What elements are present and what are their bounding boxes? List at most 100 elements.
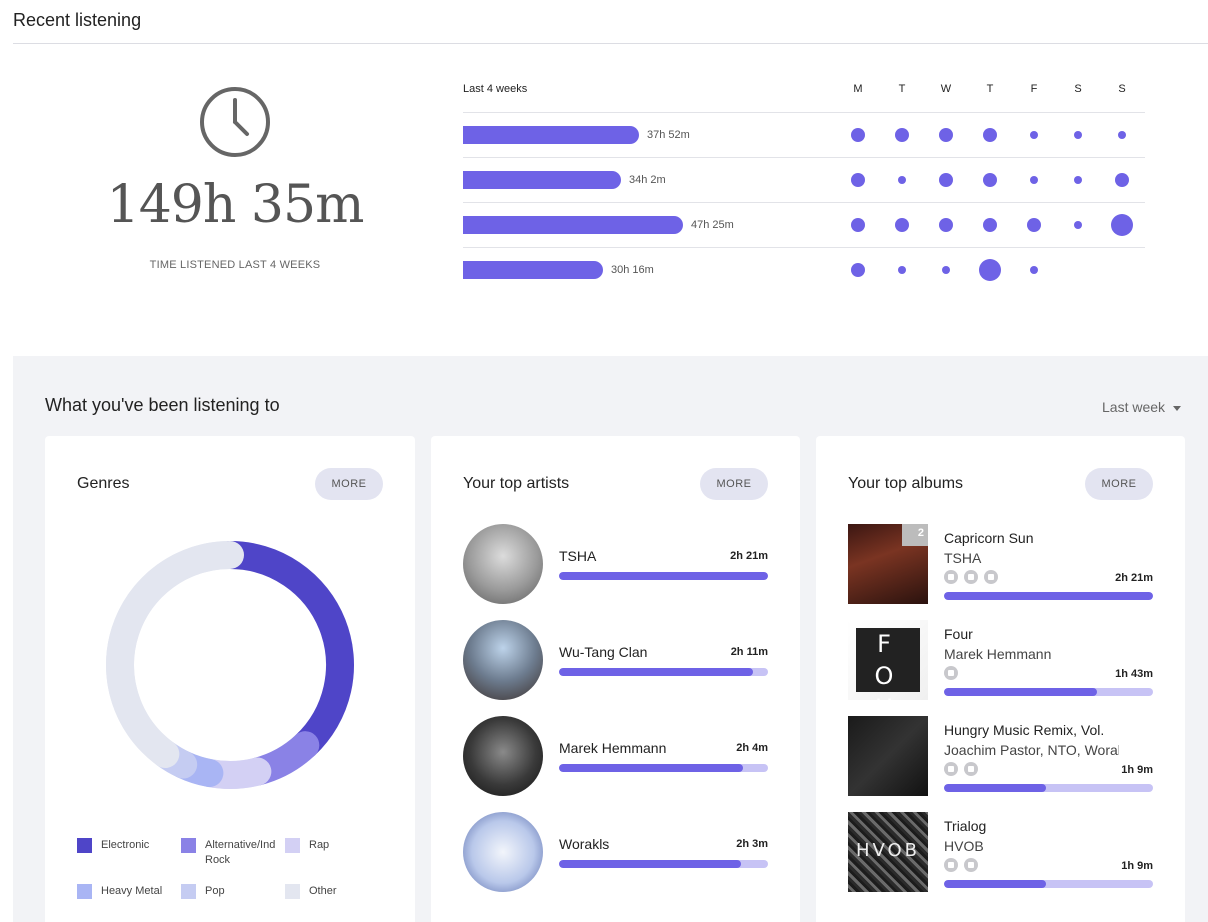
artist-name[interactable]: Worakls — [559, 836, 610, 852]
day-dot — [851, 263, 865, 277]
album-row[interactable]: Hungry Music Remix, Vol. Joachim Pastor, … — [848, 716, 1153, 796]
legend-swatch — [77, 838, 92, 853]
day-dot — [1074, 131, 1082, 139]
day-dot — [898, 266, 906, 274]
albums-more-button[interactable]: MORE — [1085, 468, 1153, 500]
artist-name[interactable]: Wu-Tang Clan — [559, 644, 648, 660]
week-value: 30h 16m — [611, 264, 654, 276]
genres-title: Genres — [77, 475, 130, 492]
artist-time: 2h 11m — [730, 646, 768, 658]
album-cover[interactable] — [848, 716, 928, 796]
library-service-icon — [944, 762, 958, 776]
artist-row[interactable]: Worakls 2h 3m — [463, 812, 768, 892]
album-time: 1h 43m — [1115, 668, 1153, 680]
top-artists-card: Your top artists MORE TSHA 2h 21m Wu-Tang … — [431, 436, 800, 922]
weeks-label: Last 4 weeks — [463, 83, 528, 95]
legend-label: Heavy Metal — [101, 885, 163, 897]
album-title[interactable]: Trialog — [944, 818, 987, 834]
day-dot — [983, 128, 997, 142]
genres-card: Genres MORE Electronic Alternative/Indie … — [45, 436, 415, 922]
album-artist[interactable]: Joachim Pastor, NTO, Worakls — [944, 742, 1119, 758]
artist-avatar[interactable] — [463, 524, 543, 604]
day-dot — [979, 259, 1001, 281]
album-cover-badge: 2 — [902, 524, 928, 546]
album-time: 1h 9m — [1121, 764, 1153, 776]
artist-progress-fill — [559, 764, 743, 772]
album-title[interactable]: Hungry Music Remix, Vol. — [944, 722, 1105, 738]
period-dropdown[interactable]: Last week — [1102, 399, 1182, 415]
album-progress-fill — [944, 880, 1046, 888]
clock-icon — [200, 87, 270, 157]
artist-row[interactable]: Wu-Tang Clan 2h 11m — [463, 620, 768, 700]
artist-progress-fill — [559, 860, 741, 868]
recent-listening-header: Recent listening — [13, 0, 1208, 44]
radio-service-icon — [984, 570, 998, 584]
library-service-icon — [944, 858, 958, 872]
artist-time: 2h 4m — [736, 742, 768, 754]
artist-avatar[interactable] — [463, 812, 543, 892]
artist-row[interactable]: TSHA 2h 21m — [463, 524, 768, 604]
day-letter: S — [1118, 83, 1126, 95]
day-dot — [898, 176, 906, 184]
album-time: 2h 21m — [1115, 572, 1153, 584]
week-value: 47h 25m — [691, 219, 734, 231]
legend-label: Electronic — [101, 839, 150, 851]
album-artist[interactable]: Marek Hemmann — [944, 646, 1052, 662]
artist-progress-track — [559, 764, 768, 772]
week-bar — [463, 216, 683, 234]
radio-service-icon — [944, 666, 958, 680]
service-icons — [944, 858, 984, 872]
album-title[interactable]: Four — [944, 626, 973, 642]
artist-row[interactable]: Marek Hemmann 2h 4m — [463, 716, 768, 796]
day-letter: T — [898, 83, 906, 95]
album-progress-fill — [944, 592, 1153, 600]
library-service-icon — [964, 570, 978, 584]
artists-more-button[interactable]: MORE — [700, 468, 768, 500]
week-bar — [463, 261, 603, 279]
album-progress-track — [944, 784, 1153, 792]
day-letter: W — [940, 83, 952, 95]
day-dot — [942, 266, 950, 274]
legend-label: Rap — [309, 839, 330, 851]
day-dot — [895, 218, 909, 232]
album-progress-fill — [944, 784, 1046, 792]
artist-name[interactable]: Marek Hemmann — [559, 740, 667, 756]
album-cover-art: F O U R — [856, 628, 920, 700]
album-cover[interactable]: HVOB — [848, 812, 928, 892]
album-row[interactable]: 2 Capricorn Sun TSHA 2h 21m — [848, 524, 1153, 604]
album-artist[interactable]: TSHA — [944, 550, 982, 566]
album-cover-text: HVOB — [855, 840, 921, 861]
album-cover[interactable]: F O U R — [848, 620, 928, 700]
day-dot — [983, 173, 997, 187]
artist-avatar[interactable] — [463, 620, 543, 700]
day-dot — [1118, 131, 1126, 139]
day-dot — [851, 128, 865, 142]
service-icons — [944, 570, 1004, 584]
day-letter: F — [1030, 83, 1038, 95]
album-artist[interactable]: HVOB — [944, 838, 984, 854]
section-title: Recent listening — [13, 10, 142, 30]
legend-label: Pop — [205, 885, 225, 897]
day-dot — [1030, 131, 1038, 139]
service-icons — [944, 762, 984, 776]
genres-more-button[interactable]: MORE — [315, 468, 383, 500]
week-row: 34h 2m — [463, 157, 1145, 202]
album-time: 1h 9m — [1121, 860, 1153, 872]
week-bar — [463, 171, 621, 189]
album-progress-track — [944, 688, 1153, 696]
album-cover[interactable]: 2 — [848, 524, 928, 604]
caret-down-icon — [1173, 405, 1182, 411]
top-albums-title: Your top albums — [848, 475, 964, 492]
week-row: 47h 25m — [463, 202, 1145, 247]
artist-name[interactable]: TSHA — [559, 548, 597, 564]
album-title[interactable]: Capricorn Sun — [944, 530, 1034, 546]
artist-progress-track — [559, 860, 768, 868]
legend-label: Alternative/Indie Rock — [205, 839, 275, 866]
album-row[interactable]: HVOB Trialog HVOB 1h 9m — [848, 812, 1153, 892]
album-row[interactable]: F O U R Four Marek Hemmann 1h 43m — [848, 620, 1153, 700]
day-dot — [939, 128, 953, 142]
top-artists-title: Your top artists — [463, 475, 570, 492]
week-row: 30h 16m — [463, 247, 1145, 292]
artist-avatar[interactable] — [463, 716, 543, 796]
listening-title: What you've been listening to — [45, 395, 280, 415]
